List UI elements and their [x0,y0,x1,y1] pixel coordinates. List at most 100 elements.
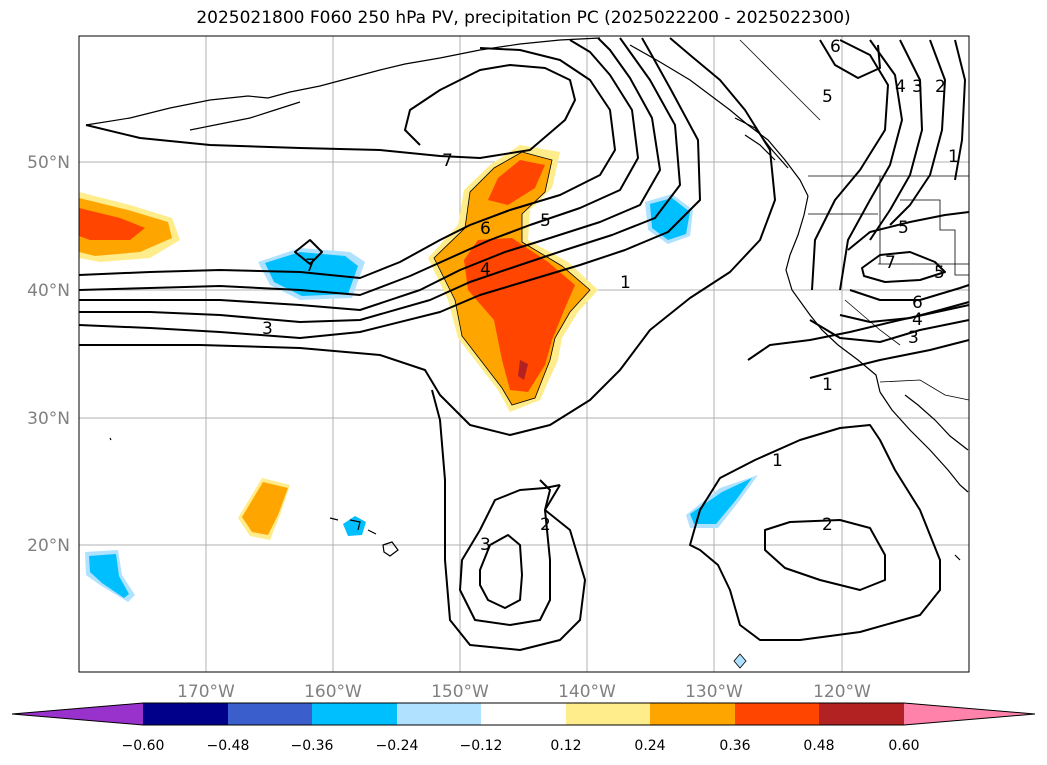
colorbar-bin [397,703,481,725]
contour-label: 3 [480,535,491,555]
colorbar-bin [650,703,735,725]
contour-2-ne [954,39,966,181]
coastlines [85,37,969,561]
precip-central-outline [433,151,591,406]
contour-label: 1 [620,273,631,293]
map-title: 2025021800 F060 250 hPa PV, precipitatio… [196,8,851,28]
colorbar-tick: 0.48 [803,738,834,754]
lat-label: 40°N [27,281,70,301]
contour-label: 3 [262,319,273,339]
contour-2-a [78,37,701,339]
contour-6-east [849,284,970,301]
precip-southeast-mid [690,478,752,524]
contour-label: 6 [480,219,491,239]
contour-label-group: 7 7 6 5 4 3 1 1 1 2 2 3 6 5 4 3 2 1 7 5 … [262,37,959,555]
contour-3-south [479,534,523,609]
contour-2-south [459,484,561,626]
precip-southwest-low [242,482,288,535]
contour-label: 5 [934,263,945,283]
colorbar-tick: 0.60 [888,738,919,754]
contour-label: 5 [898,218,909,238]
colorbar-bin [228,703,312,725]
alaska-coast [85,37,601,126]
precip-farwest-mid [89,554,129,598]
political-borders [739,39,970,401]
contour-label: 3 [912,77,923,97]
colorbar-bin [143,703,228,725]
contour-north-loop [819,39,881,79]
border-us-mexico [879,379,970,401]
colorbar-tick: 0.12 [550,738,581,754]
precip-negative-b-mid [650,198,690,240]
us-west-coast [785,195,881,393]
mexico-mainland [954,554,961,561]
contour-label: 1 [772,451,783,471]
colorbar-bin [481,703,566,725]
lon-label: 170°W [177,682,235,702]
colorbar-tick: −0.48 [207,738,250,754]
lat-label: 50°N [27,153,70,173]
colorbar [11,702,1036,726]
contour-diamond [294,239,323,265]
contour-5-east [847,211,970,251]
lat-label: 30°N [27,409,70,429]
lat-label: 20°N [27,536,70,556]
precip-small-diamond [733,653,747,669]
lon-label: 160°W [304,682,362,702]
contour-label: 3 [908,328,919,348]
colorbar-tick: 0.24 [634,738,665,754]
colorbar-outline [11,702,1036,726]
contour-6-a [78,47,616,279]
colorbar-tick: −0.24 [376,738,419,754]
small-island-west [109,437,112,441]
colorbar-tick: −0.60 [122,738,165,754]
contour-2-east [764,519,886,591]
contour-label: 4 [912,310,923,330]
contour-5-a [78,39,639,296]
contour-4-a [79,37,661,311]
contour-6-ne [889,39,946,226]
contour-label: 5 [540,211,551,231]
contour-1-a [79,37,776,436]
contour-3-east [809,319,970,343]
contour-5-ne [869,39,923,241]
contour-7-east [861,251,946,283]
colorbar-bin [312,703,397,725]
contour-label: 7 [305,256,316,276]
pv-contours [78,37,970,651]
hawaii-islands [329,517,399,557]
colorbar-extend-low [12,703,143,725]
contour-1-south [431,389,586,651]
contour-4-ne [839,39,903,291]
alaska-peninsula [189,101,301,131]
colorbar-bin [566,703,650,725]
contour-3-a [79,37,681,323]
precip-central-strong [518,360,528,380]
contour-3-ne [811,39,889,291]
colorbar-extend-high [904,703,1035,725]
border-states-2 [900,199,969,276]
contour-4-east [839,301,970,323]
precip-central-mid-south [464,238,575,392]
colorbar-ticks: −0.60 −0.48 −0.36 −0.24 −0.12 0.12 0.24 … [122,738,920,754]
precip-central-mid-north [488,160,545,205]
contour-label: 4 [895,77,906,97]
map-frame [78,35,970,673]
lon-label: 140°W [558,682,616,702]
border-alaska-canada [739,39,821,121]
contour-label: 1 [948,147,959,167]
contour-label: 2 [935,77,946,97]
contour-1-east [689,424,941,641]
lon-label: 150°W [431,682,489,702]
precip-hawaii-mid [343,516,366,536]
canada-coast [629,44,809,197]
baja-inner [904,394,969,451]
contour-label: 4 [480,260,491,280]
colorbar-bin [735,703,819,725]
colorbar-tick: −0.36 [291,738,334,754]
colorbar-tick: −0.12 [460,738,503,754]
colorbar-bin [819,703,904,725]
contour-label: 5 [822,87,833,107]
contour-label: 1 [822,375,833,395]
